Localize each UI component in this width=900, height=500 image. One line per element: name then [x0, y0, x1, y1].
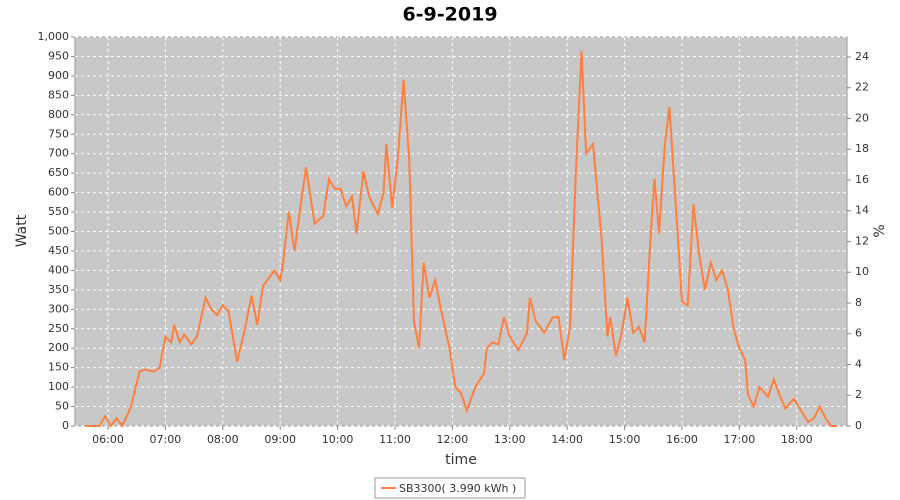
y2-tick-label: 2 [855, 388, 862, 401]
y-tick-label: 0 [62, 419, 69, 432]
y-tick-label: 750 [48, 127, 69, 140]
y2-tick-label: 16 [855, 173, 869, 186]
y-tick-label: 850 [48, 88, 69, 101]
y2-tick-label: 22 [855, 81, 869, 94]
x-tick-label: 12:00 [437, 433, 469, 446]
y-tick-label: 650 [48, 166, 69, 179]
x-tick-label: 09:00 [264, 433, 296, 446]
y-tick-label: 900 [48, 69, 69, 82]
x-tick-label: 14:00 [551, 433, 583, 446]
x-tick-label: 16:00 [666, 433, 698, 446]
y2-tick-label: 10 [855, 265, 869, 278]
y-tick-label: 450 [48, 244, 69, 257]
x-tick-label: 10:00 [322, 433, 354, 446]
y2-tick-label: 8 [855, 296, 862, 309]
y-tick-label: 300 [48, 302, 69, 315]
y-tick-label: 600 [48, 186, 69, 199]
chart-title: 6-9-2019 [402, 4, 497, 26]
x-tick-label: 18:00 [781, 433, 813, 446]
y2-tick-label: 18 [855, 142, 869, 155]
y-tick-label: 400 [48, 263, 69, 276]
y2-tick-label: 12 [855, 234, 869, 247]
x-tick-label: 11:00 [379, 433, 411, 446]
y-tick-label: 550 [48, 205, 69, 218]
x-tick-label: 07:00 [150, 433, 182, 446]
y-tick-label: 700 [48, 147, 69, 160]
y-axis-label: Watt [14, 214, 30, 247]
y2-axis-label: % [872, 224, 888, 237]
y2-tick-label: 20 [855, 111, 869, 124]
x-tick-label: 15:00 [609, 433, 641, 446]
y2-tick-label: 14 [855, 204, 869, 217]
x-tick-label: 17:00 [724, 433, 756, 446]
x-tick-label: 13:00 [494, 433, 526, 446]
y-tick-label: 50 [55, 400, 69, 413]
series-line [85, 50, 837, 428]
y-tick-label: 250 [48, 322, 69, 335]
y-tick-label: 500 [48, 225, 69, 238]
x-tick-label: 08:00 [207, 433, 239, 446]
y-tick-label: 200 [48, 341, 69, 354]
y-tick-label: 150 [48, 361, 69, 374]
y-tick-label: 1,000 [38, 30, 70, 43]
y-tick-label: 950 [48, 49, 69, 62]
y-tick-label: 800 [48, 108, 69, 121]
y2-tick-label: 4 [855, 357, 862, 370]
y-tick-label: 100 [48, 380, 69, 393]
legend [374, 477, 526, 499]
x-axis-label: time [445, 452, 477, 468]
y-tick-label: 350 [48, 283, 69, 296]
y2-tick-label: 0 [855, 419, 862, 432]
legend-label: SB3300( 3.990 kWh ) [399, 482, 516, 495]
y2-tick-label: 6 [855, 327, 862, 340]
y2-tick-label: 24 [855, 50, 869, 63]
x-tick-label: 06:00 [92, 433, 124, 446]
